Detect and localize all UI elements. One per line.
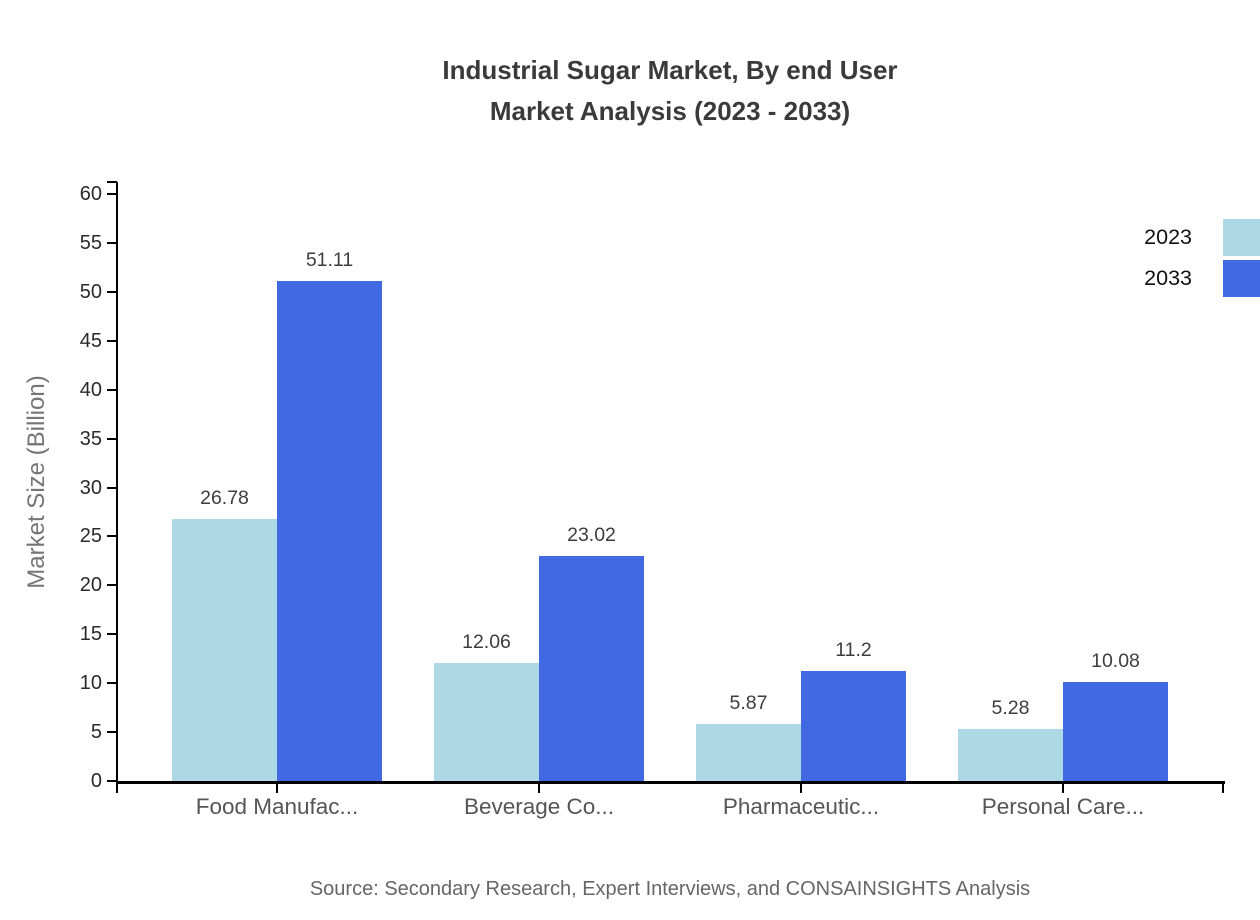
bar-2033 — [801, 671, 906, 781]
y-tick-label: 40 — [79, 378, 102, 401]
legend-item-2033: 2033 — [1144, 260, 1260, 297]
x-category-label: Pharmaceutic... — [722, 794, 880, 819]
chart-title: Industrial Sugar Market, By end User Mar… — [80, 50, 1260, 132]
bar-value-label: 5.87 — [729, 691, 768, 714]
bar-2023 — [958, 729, 1063, 781]
legend-label: 2033 — [1144, 266, 1192, 290]
y-tick-mark — [107, 780, 117, 782]
legend-swatch — [1223, 260, 1260, 297]
bar-value-label: 5.28 — [991, 697, 1030, 720]
x-tick-mark — [276, 783, 278, 793]
bar-value-label: 12.06 — [462, 631, 511, 653]
y-tick-label: 60 — [79, 183, 102, 205]
bar-value-label: 11.2 — [835, 639, 872, 662]
y-tick-label: 35 — [79, 427, 102, 450]
y-tick-label: 25 — [79, 525, 102, 548]
x-axis-end-tick — [1222, 783, 1224, 793]
y-tick-label: 55 — [79, 231, 102, 254]
bar-value-label: 51.11 — [305, 248, 354, 271]
y-tick-mark — [107, 339, 117, 342]
bar-2023 — [696, 723, 801, 781]
bar-value-label: 26.78 — [200, 487, 249, 509]
bar-2033 — [277, 280, 382, 781]
x-tick-mark — [538, 783, 540, 793]
bar-2023 — [434, 663, 539, 781]
y-tick-label: 20 — [79, 574, 102, 597]
y-tick-label: 15 — [79, 623, 102, 646]
bar-value-label: 10.08 — [1091, 650, 1140, 673]
y-tick-label: 10 — [79, 672, 102, 695]
bar-value-label: 23.02 — [567, 523, 616, 546]
y-tick-mark — [107, 241, 117, 244]
y-tick-mark — [107, 633, 117, 636]
legend-swatch — [1223, 219, 1260, 256]
chart-title-line1: Industrial Sugar Market, By end User — [442, 55, 898, 85]
x-category-label: Personal Care... — [981, 794, 1145, 819]
x-category-label: Food Manufac... — [195, 794, 359, 819]
x-tick-mark — [1062, 783, 1064, 793]
y-tick-mark — [107, 193, 117, 195]
y-tick-label: 30 — [79, 476, 102, 499]
y-tick-mark — [107, 290, 117, 293]
bar-2023 — [172, 519, 277, 781]
y-axis-endcap-tick — [107, 181, 117, 183]
source-note: Source: Secondary Research, Expert Inter… — [309, 878, 1031, 900]
bar-2033 — [539, 555, 644, 781]
x-category-label: Beverage Co... — [463, 794, 615, 819]
y-tick-mark — [107, 486, 117, 489]
y-tick-label: 0 — [90, 770, 102, 792]
x-axis-line — [115, 781, 1225, 784]
y-tick-mark — [107, 388, 117, 391]
y-tick-label: 50 — [79, 280, 102, 303]
y-tick-mark — [107, 682, 117, 685]
y-tick-label: 45 — [79, 329, 102, 352]
x-axis-end-tick — [116, 783, 118, 793]
chart-title-line2: Market Analysis (2023 - 2033) — [489, 96, 851, 126]
x-tick-mark — [800, 783, 802, 793]
legend-label: 2023 — [1144, 225, 1192, 249]
legend-item-2023: 2023 — [1144, 219, 1260, 256]
bar-2033 — [1063, 682, 1168, 781]
y-tick-mark — [107, 731, 117, 734]
y-tick-label: 5 — [90, 721, 102, 744]
y-tick-mark — [107, 584, 117, 587]
y-tick-mark — [107, 535, 117, 538]
legend: 2023 2033 — [1144, 219, 1260, 301]
y-axis-line — [115, 182, 118, 784]
y-tick-mark — [107, 437, 117, 440]
